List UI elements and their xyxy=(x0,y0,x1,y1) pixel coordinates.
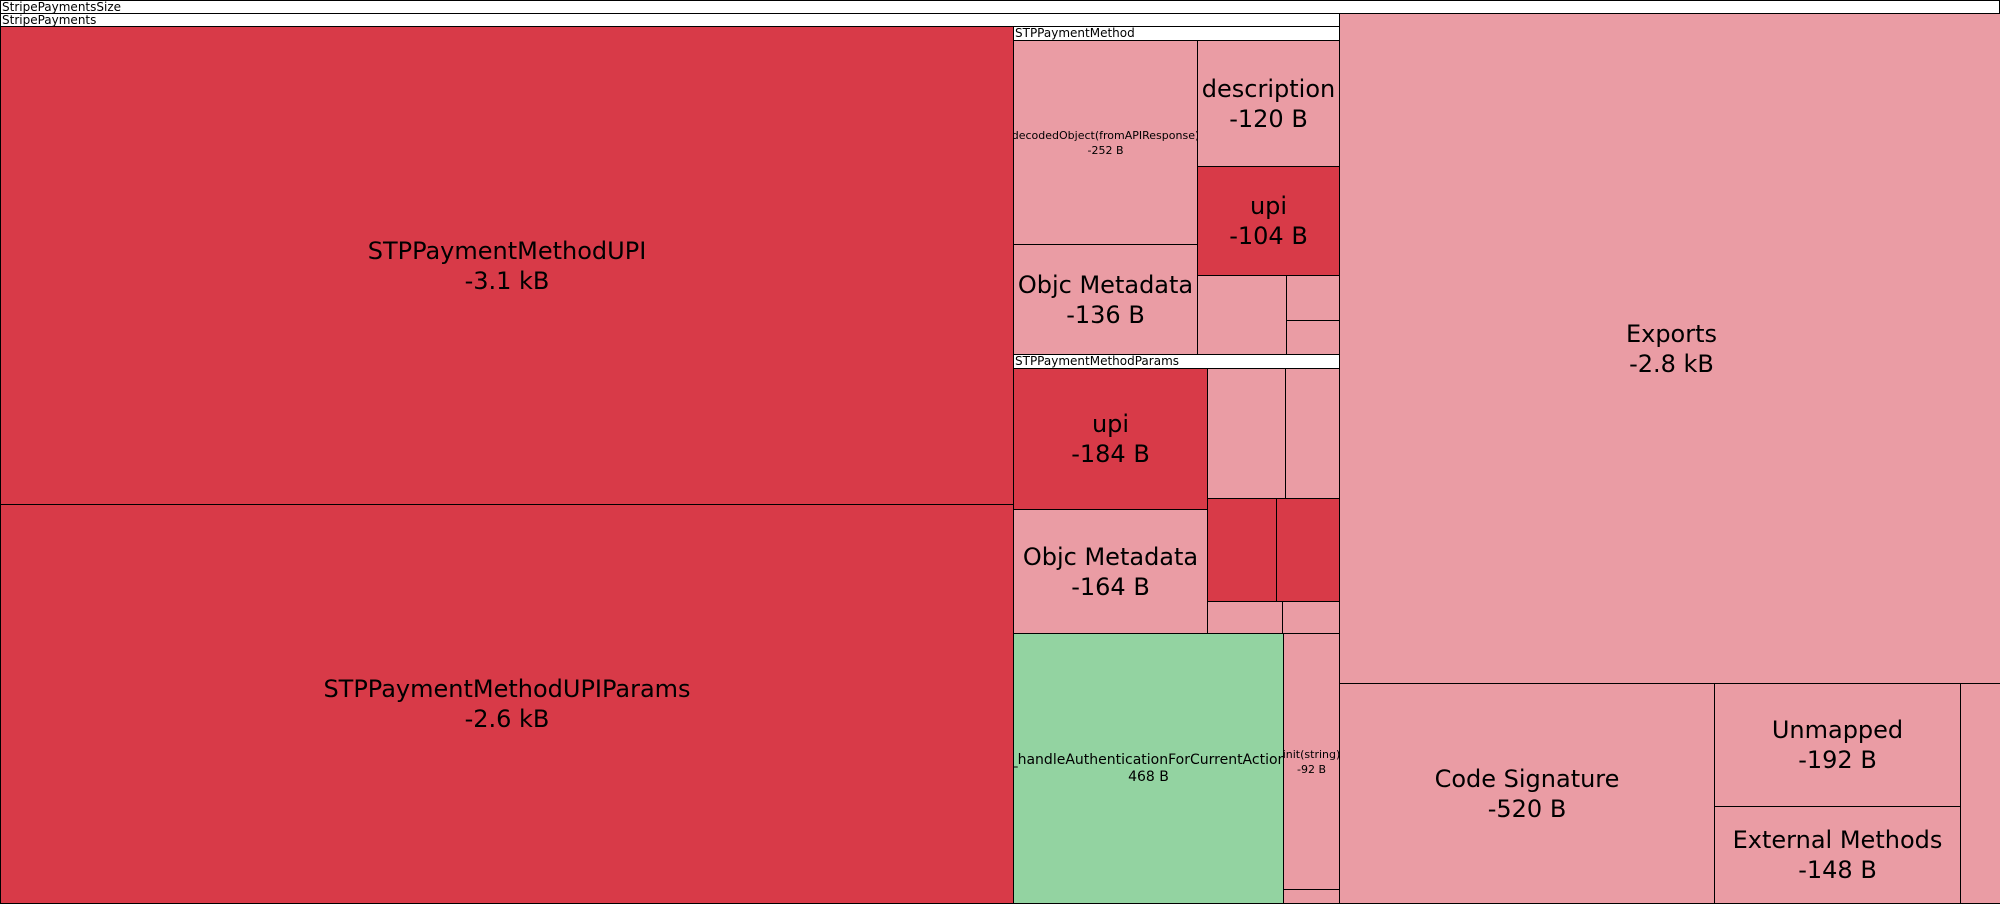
tile-unlabeled[interactable] xyxy=(1960,683,2000,904)
tile-label: Code Signature xyxy=(1434,764,1620,793)
tile-unlabeled[interactable] xyxy=(1207,368,1286,499)
tile-value: -184 B xyxy=(1071,440,1150,468)
tile-unlabeled[interactable] xyxy=(1286,320,1340,355)
tile-value: -120 B xyxy=(1229,104,1308,133)
tile-description[interactable]: description -120 B xyxy=(1197,40,1340,167)
tile-unlabeled[interactable] xyxy=(1276,498,1340,602)
tile-upi-params[interactable]: upi -184 B xyxy=(1013,368,1208,510)
tile-unlabeled[interactable] xyxy=(1283,889,1340,904)
tile-upi-method[interactable]: upi -104 B xyxy=(1197,166,1340,276)
tile-label: upi xyxy=(1091,410,1130,438)
tile-label: External Methods xyxy=(1732,826,1943,854)
tile-label: decodedObject(fromAPIResponse) xyxy=(1013,128,1198,142)
tile-value: -192 B xyxy=(1798,746,1877,774)
tile-objc-metadata-method[interactable]: Objc Metadata -136 B xyxy=(1013,244,1198,355)
tile-label: Objc Metadata xyxy=(1017,270,1194,299)
tile-label: _handleAuthenticationForCurrentAction xyxy=(1013,751,1284,768)
tile-unlabeled[interactable] xyxy=(1207,601,1283,634)
tile-value: -3.1 kB xyxy=(464,266,550,295)
tile-unlabeled[interactable] xyxy=(1285,368,1340,499)
tile-value: 468 B xyxy=(1128,768,1169,785)
header-stripepaymentssize[interactable]: StripePaymentsSize xyxy=(0,0,2000,14)
tile-label: init(string) xyxy=(1283,747,1340,761)
tile-value: -520 B xyxy=(1487,794,1567,823)
tile-label: Unmapped xyxy=(1771,716,1904,744)
tile-label: STPPaymentMethodUPIParams xyxy=(323,675,691,703)
tile-value: -164 B xyxy=(1071,572,1150,601)
tile-value: -2.8 kB xyxy=(1629,349,1714,378)
tile-label: STPPaymentMethodUPI xyxy=(367,236,647,265)
tile-value: -2.6 kB xyxy=(464,705,550,733)
tile-objc-metadata-params[interactable]: Objc Metadata -164 B xyxy=(1013,509,1208,634)
tile-value: -252 B xyxy=(1087,143,1124,157)
tile-init-string[interactable]: init(string) -92 B xyxy=(1283,633,1340,890)
tile-value: -136 B xyxy=(1066,300,1145,329)
header-stripepayments[interactable]: StripePayments xyxy=(0,13,1340,27)
tile-value: -104 B xyxy=(1229,222,1308,250)
tile-label: upi xyxy=(1249,192,1288,220)
tile-external-methods[interactable]: External Methods -148 B xyxy=(1714,806,1961,904)
header-stppaymentmethod[interactable]: STPPaymentMethod xyxy=(1013,26,1340,41)
tile-decodedobject[interactable]: decodedObject(fromAPIResponse) -252 B xyxy=(1013,40,1198,245)
tile-value: -92 B xyxy=(1296,762,1326,776)
tile-exports[interactable]: Exports -2.8 kB xyxy=(1339,13,2000,684)
header-stppaymentmethodparams[interactable]: STPPaymentMethodParams xyxy=(1013,354,1340,369)
tile-label: description xyxy=(1201,74,1336,103)
tile-unlabeled[interactable] xyxy=(1282,601,1340,634)
tile-handle-authentication[interactable]: _handleAuthenticationForCurrentAction 46… xyxy=(1013,633,1284,904)
tile-stppaymentmethodupi[interactable]: STPPaymentMethodUPI -3.1 kB xyxy=(0,26,1014,505)
tile-label: Objc Metadata xyxy=(1022,542,1199,571)
tile-unlabeled[interactable] xyxy=(1286,275,1340,321)
tile-unlabeled[interactable] xyxy=(1207,498,1277,602)
tile-unmapped[interactable]: Unmapped -192 B xyxy=(1714,683,1961,807)
tile-value: -148 B xyxy=(1798,856,1877,884)
tile-unlabeled[interactable] xyxy=(1197,275,1287,355)
tile-code-signature[interactable]: Code Signature -520 B xyxy=(1339,683,1715,904)
tile-stppaymentmethodupiparams[interactable]: STPPaymentMethodUPIParams -2.6 kB xyxy=(0,504,1014,904)
tile-label: Exports xyxy=(1625,319,1718,348)
